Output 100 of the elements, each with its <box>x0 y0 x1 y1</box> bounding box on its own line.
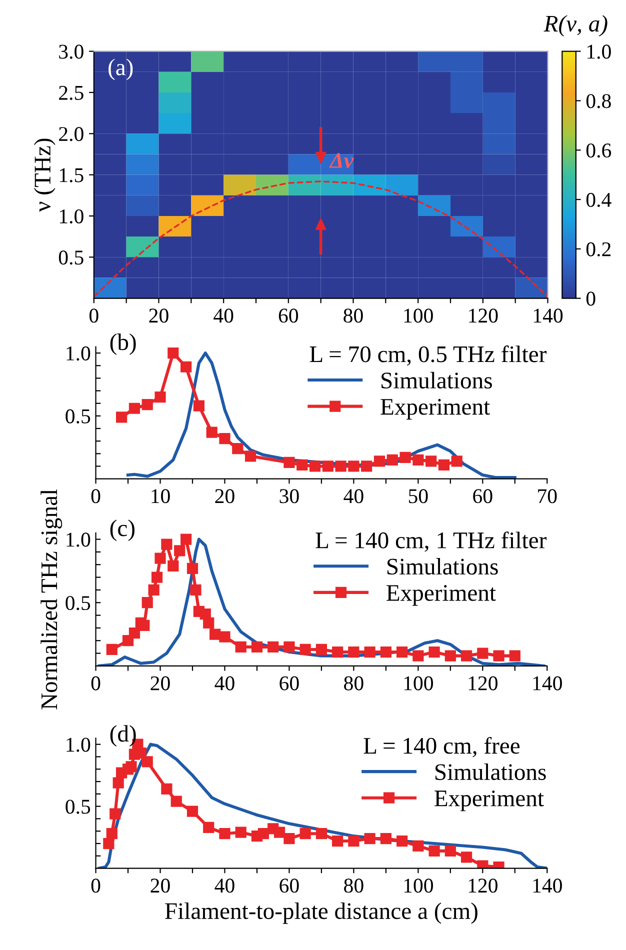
point <box>284 456 295 468</box>
x-tick-label: 140 <box>533 878 562 893</box>
point <box>438 459 450 471</box>
point <box>154 552 166 564</box>
x-tick-label: 30 <box>280 489 299 504</box>
legend-label: Experiment <box>380 398 490 420</box>
point <box>426 456 437 467</box>
annotation: (b) <box>110 334 136 355</box>
point <box>232 443 244 454</box>
point <box>219 828 230 840</box>
x-tick-label: 0 <box>89 308 98 323</box>
x-tick-label: 60 <box>473 489 492 504</box>
point <box>380 646 392 658</box>
point <box>112 777 124 788</box>
point <box>493 650 504 662</box>
x-tick-label: 20 <box>215 489 234 504</box>
point <box>332 646 344 658</box>
x-tick-label: 100 <box>404 308 433 323</box>
point <box>180 534 192 545</box>
x-tick-label: 40 <box>214 878 234 893</box>
point <box>128 402 140 414</box>
x-tick-label: 40 <box>344 489 364 504</box>
point <box>258 828 269 840</box>
annotation: (d) <box>110 725 136 747</box>
point <box>142 597 153 608</box>
point <box>128 627 140 639</box>
point <box>322 460 334 472</box>
point <box>396 646 408 658</box>
annotation: (a) <box>108 58 133 80</box>
legend-label: Experiment <box>434 790 544 812</box>
y-tick-label: 0.5 <box>58 250 84 265</box>
x-tick-label: 60 <box>280 676 299 690</box>
point <box>142 399 153 410</box>
point <box>380 832 392 844</box>
point <box>174 545 186 556</box>
x-tick-label: 0 <box>91 878 100 893</box>
point <box>268 641 279 653</box>
y-tick-label: 1.0 <box>66 738 90 752</box>
point <box>103 838 114 850</box>
point <box>219 433 230 444</box>
point <box>444 650 456 662</box>
point <box>348 460 360 472</box>
point <box>364 646 376 658</box>
point <box>477 648 488 659</box>
legend-label: Experiment <box>386 585 496 606</box>
y-tick-label: 1.0 <box>60 209 84 224</box>
point <box>386 454 398 466</box>
legend-title: L = 140 cm, 1 THz filter <box>316 532 546 552</box>
x-tick-label: 10 <box>152 489 170 504</box>
y-axis-title: Normalized THz signal <box>40 489 62 710</box>
color-bar-label: 0.2 <box>586 242 611 256</box>
legend-label: Simulations <box>382 372 492 389</box>
x-tick-label: 70 <box>538 489 557 504</box>
point <box>396 835 408 847</box>
x-tick-label: 120 <box>468 676 498 690</box>
point <box>400 452 411 463</box>
point <box>284 832 295 844</box>
x-tick-label: 40 <box>214 676 234 690</box>
point <box>428 646 440 658</box>
point <box>161 538 172 550</box>
x-tick-label: 60 <box>280 878 299 893</box>
y-tick-label: 3.0 <box>59 44 84 59</box>
point <box>168 347 179 359</box>
x-tick-label: 120 <box>469 308 498 323</box>
point <box>206 426 218 438</box>
point <box>412 650 424 662</box>
color-bar-title: R(ν, a) <box>544 15 608 36</box>
point <box>460 852 472 863</box>
point <box>106 828 118 840</box>
x-tick-label: 0 <box>91 676 100 690</box>
y-tick-label: 0.5 <box>66 409 90 424</box>
point <box>444 845 456 857</box>
x-tick-label: 60 <box>278 308 298 323</box>
point <box>251 641 263 653</box>
point <box>335 460 346 472</box>
x-tick-label: 100 <box>404 878 433 893</box>
x-tick-label: 140 <box>533 676 562 690</box>
point <box>203 822 214 833</box>
point <box>116 412 128 423</box>
point <box>460 650 472 662</box>
point <box>348 646 360 658</box>
x-tick-label: 20 <box>150 878 170 893</box>
color-bar-label: 0.6 <box>586 143 612 158</box>
y-tick-label: 1.5 <box>60 168 84 182</box>
annotation: (c) <box>110 520 134 542</box>
point <box>126 761 137 772</box>
point <box>142 756 153 768</box>
point <box>110 808 121 820</box>
y-tick-label: 1.0 <box>66 532 90 547</box>
x-tick-label: 100 <box>404 676 433 690</box>
point <box>168 560 179 572</box>
y-tick-label: 0.5 <box>66 800 90 814</box>
x-tick-label: 50 <box>408 489 428 504</box>
point <box>235 826 246 838</box>
x-tick-label: 80 <box>344 308 363 323</box>
point <box>210 628 221 640</box>
x-tick-label: 80 <box>344 676 364 690</box>
point <box>316 644 328 656</box>
color-bar-label: 0.8 <box>586 94 611 108</box>
point <box>193 400 204 412</box>
